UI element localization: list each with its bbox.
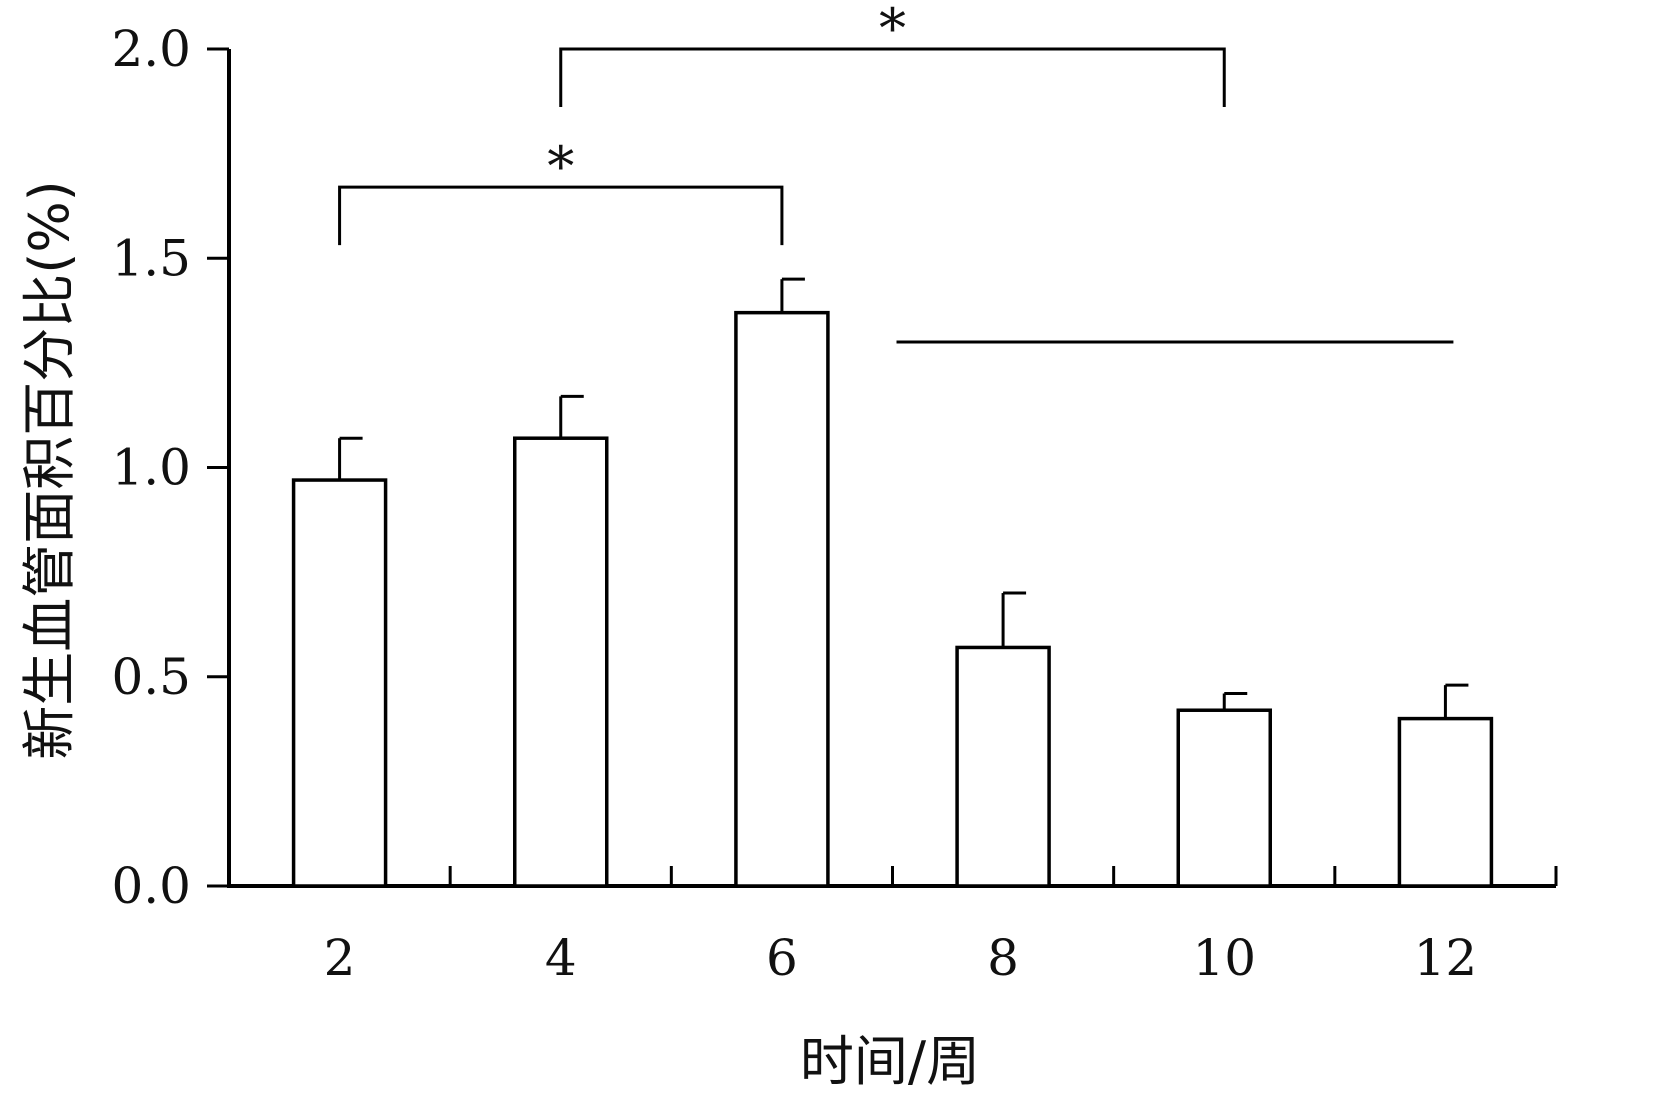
significance-label: * <box>547 135 574 198</box>
bars <box>291 277 1494 888</box>
y-tick-label: 0.0 <box>111 857 191 915</box>
plot-area <box>227 49 1556 888</box>
y-axis-ticks: 0.0 0.5 1.0 1.5 2.0 <box>111 20 229 915</box>
x-tick-label: 12 <box>1414 929 1478 987</box>
y-axis-title: 新生血管面积百分比(%) <box>18 180 81 759</box>
y-tick-label: 2.0 <box>111 20 191 78</box>
bar <box>955 645 1051 888</box>
x-tick-label: 4 <box>545 929 577 987</box>
bar <box>291 478 388 888</box>
y-tick-label: 1.5 <box>111 229 191 287</box>
bar <box>734 310 830 888</box>
bar <box>1176 708 1272 888</box>
significance-brackets: ** <box>338 0 1454 344</box>
significance-bracket <box>559 47 1226 107</box>
bar <box>1397 716 1494 888</box>
x-tick-label: 2 <box>324 929 356 987</box>
significance-bracket <box>338 185 784 246</box>
y-tick-label: 1.0 <box>111 439 191 497</box>
x-axis-title: 时间/周 <box>800 1030 980 1093</box>
significance-label: * <box>879 0 906 60</box>
x-tick-label: 6 <box>766 929 798 987</box>
bar <box>513 436 609 888</box>
y-tick-label: 0.5 <box>111 648 191 706</box>
x-tick-label: 10 <box>1192 929 1256 987</box>
x-tick-label: 8 <box>987 929 1019 987</box>
x-axis-ticks: 2 4 6 8 10 12 <box>324 866 1558 987</box>
